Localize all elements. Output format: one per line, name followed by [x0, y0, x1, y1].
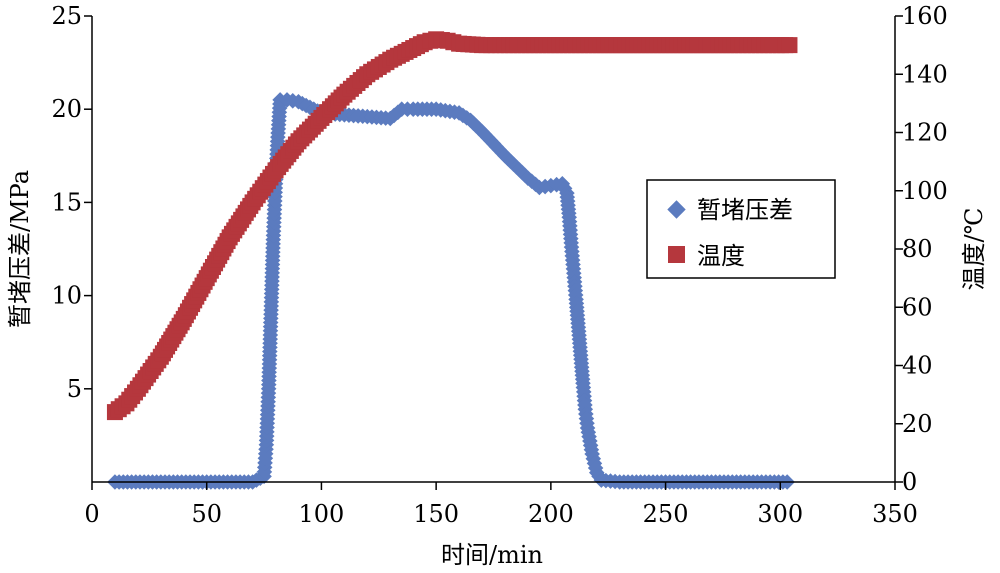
y-right-tick-label: 60 — [902, 293, 933, 321]
data-point — [781, 37, 798, 54]
legend-label-pressure: 暂堵压差 — [697, 196, 793, 224]
y-right-tick-label: 160 — [902, 2, 948, 30]
legend-marker-pressure — [667, 200, 686, 219]
x-tick-label: 200 — [528, 500, 574, 528]
x-axis-label: 时间/min — [441, 541, 543, 569]
x-tick-label: 300 — [757, 500, 803, 528]
legend: 暂堵压差 温度 — [646, 179, 836, 279]
legend-marker-temperature — [668, 246, 685, 263]
y-axis-label-left: 暂堵压差/MPa — [6, 170, 34, 328]
x-tick-label: 150 — [413, 500, 459, 528]
y-axis-label-right: 温度/℃ — [960, 208, 988, 291]
series-temperature — [106, 31, 798, 421]
y-right-tick-label: 100 — [902, 177, 948, 205]
y-right-tick-label: 20 — [902, 410, 933, 438]
y-right-tick-label: 120 — [902, 119, 948, 147]
y-right-tick-label: 140 — [902, 60, 948, 88]
x-tick-label: 350 — [872, 500, 918, 528]
y-left-tick-label: 25 — [51, 2, 82, 30]
x-tick-label: 50 — [191, 500, 222, 528]
y-right-tick-label: 40 — [902, 352, 933, 380]
x-tick-label: 250 — [643, 500, 689, 528]
y-left-tick-label: 20 — [51, 95, 82, 123]
y-left-tick-label: 15 — [51, 188, 82, 216]
ticks: 0 50 100 150 200 250 300 3505101520250204060801… — [51, 2, 947, 528]
y-right-tick-label: 80 — [902, 235, 933, 263]
legend-label-temperature: 温度 — [697, 242, 745, 270]
x-tick-label: 100 — [299, 500, 345, 528]
x-tick-label: 0 — [84, 500, 99, 528]
y-right-tick-label: 0 — [902, 468, 917, 496]
y-left-tick-label: 5 — [67, 375, 82, 403]
plot-marks — [106, 31, 798, 490]
y-left-tick-label: 10 — [51, 282, 82, 310]
